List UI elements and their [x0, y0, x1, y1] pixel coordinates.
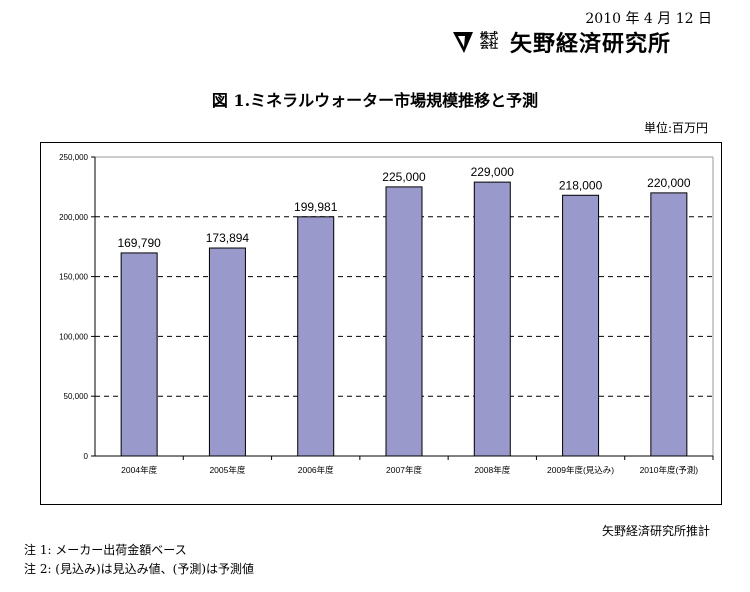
- bar: [562, 194, 600, 457]
- note-1: 注 1: メーカー出荷金額ベース: [24, 543, 187, 557]
- chart-title: 図 1.ミネラルウォーター市場規模推移と予測: [211, 91, 539, 110]
- y-tick-label: 0: [84, 452, 89, 461]
- data-label: 218,000: [559, 178, 603, 192]
- x-tick-label: 2009年度(見込み): [547, 465, 614, 475]
- bar: [297, 216, 335, 457]
- company-name: 矢野経済研究所: [510, 32, 672, 57]
- bar: [650, 192, 688, 457]
- x-tick-label: 2004年度: [121, 465, 157, 475]
- company-logo: 株式会社 矢野経済研究所: [452, 28, 722, 57]
- x-tick-label: 2005年度: [209, 465, 245, 475]
- x-tick-label: 2008年度: [474, 465, 510, 475]
- data-label: 169,790: [117, 236, 161, 250]
- bar: [120, 252, 158, 457]
- y-tick-label: 100,000: [59, 332, 88, 341]
- y-tick-label: 200,000: [59, 213, 88, 222]
- x-tick-label: 2006年度: [298, 465, 334, 475]
- data-label: 199,981: [294, 200, 338, 214]
- bar: [208, 247, 246, 457]
- bar: [473, 181, 511, 457]
- company-type: 株式会社: [480, 32, 499, 51]
- y-tick-label: 250,000: [59, 153, 88, 162]
- company-logo-icon: [453, 32, 473, 53]
- source-label: 矢野経済研究所推計: [601, 524, 710, 538]
- unit-label: 単位:百万円: [643, 121, 708, 135]
- chart-frame: [40, 142, 722, 505]
- data-label: 173,894: [206, 231, 250, 245]
- bar: [385, 186, 423, 457]
- x-tick-label: 2010年度(予測): [640, 465, 699, 475]
- y-tick-label: 150,000: [59, 273, 88, 282]
- x-tick-label: 2007年度: [386, 465, 422, 475]
- data-label: 225,000: [382, 170, 426, 184]
- report-date: 2010 年 4 月 12 日: [585, 11, 712, 27]
- note-2: 注 2: (見込み)は見込み値、(予測)は予測値: [24, 562, 255, 576]
- data-label: 229,000: [471, 165, 515, 179]
- y-tick-label: 50,000: [64, 392, 89, 401]
- data-label: 220,000: [647, 176, 691, 190]
